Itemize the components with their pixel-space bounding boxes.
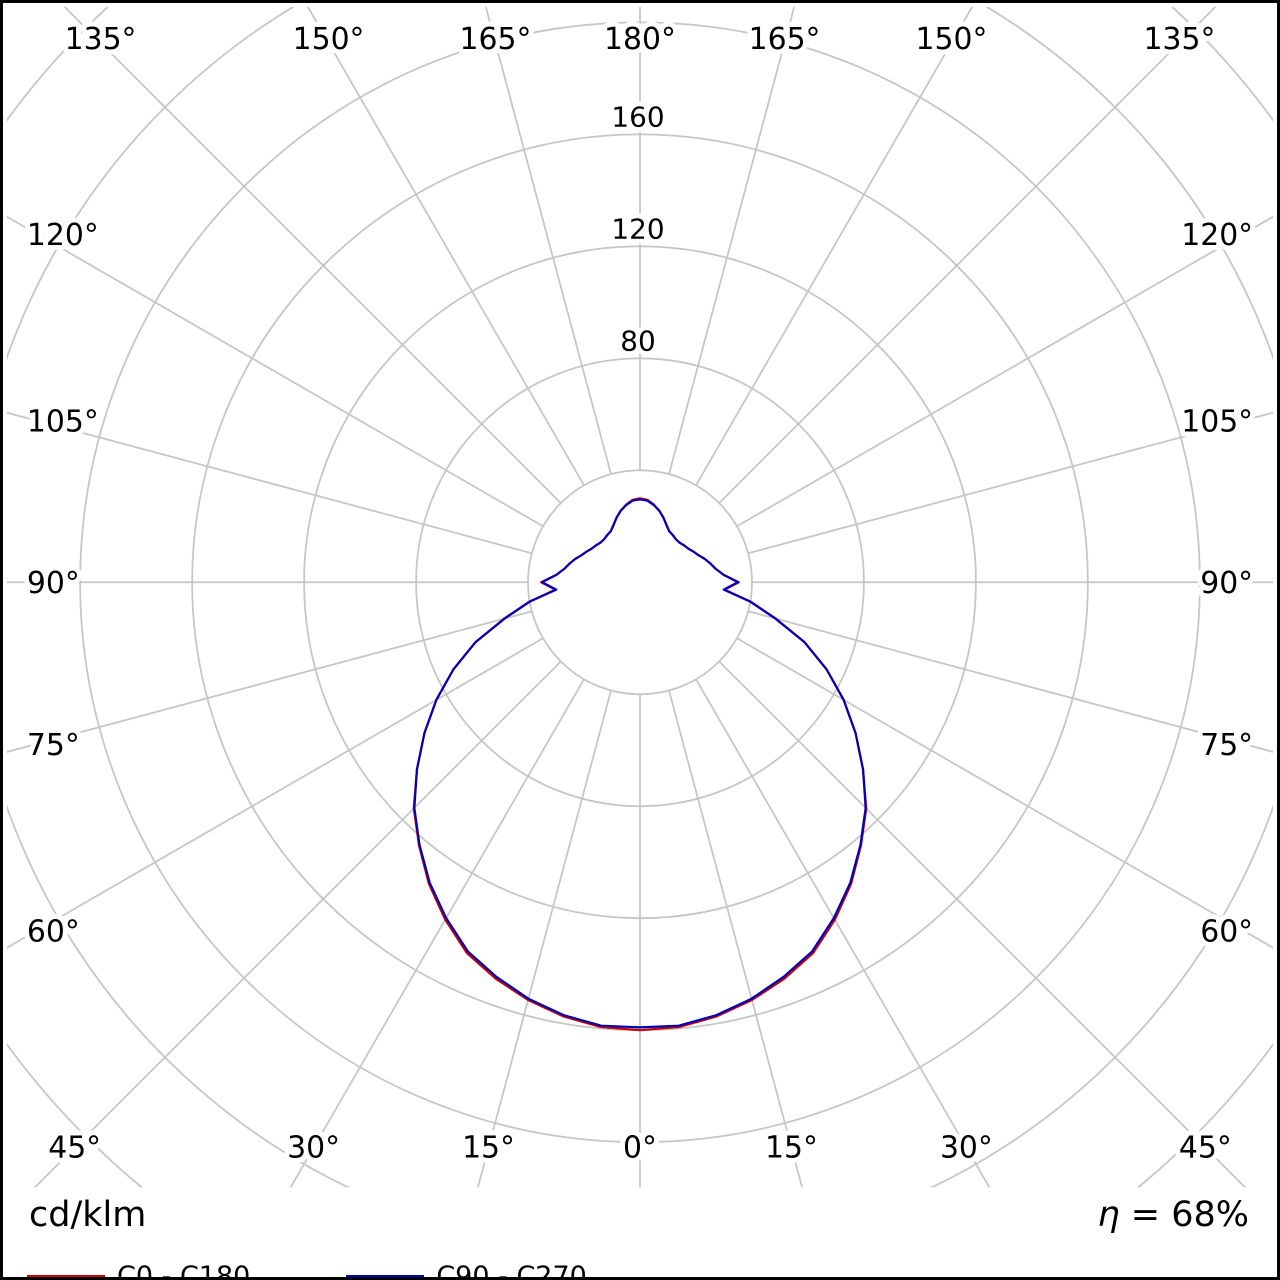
eta-value: = 68% [1119, 1195, 1249, 1235]
angle-label: 150° [293, 22, 365, 57]
grid-ray [6, 215, 544, 528]
grid-ray [306, 6, 585, 486]
grid-ray [63, 6, 562, 504]
grid-ray [695, 678, 991, 1188]
angle-label: 60° [1200, 914, 1253, 949]
grid-ray [718, 660, 1247, 1188]
angle-label: 45° [1179, 1131, 1232, 1166]
efficiency-label: η = 68% [1097, 1195, 1249, 1235]
legend: C0 - C180 C90 - C270 [27, 1261, 683, 1280]
legend-item-c0-c180: C0 - C180 [27, 1261, 251, 1280]
grid-ray [718, 6, 1217, 504]
grid-ray [747, 610, 1274, 753]
polar-grid [6, 6, 1274, 1188]
grid-ray [668, 6, 796, 475]
grid-ring [527, 469, 753, 696]
grid-ray [747, 411, 1274, 555]
legend-line-blue [346, 1275, 425, 1277]
legend-label-c90-c270: C90 - C270 [436, 1261, 587, 1280]
radial-tick-label: 80 [620, 324, 655, 357]
angle-label: 165° [749, 22, 821, 57]
grid-ray [6, 637, 544, 949]
angle-label: 90° [1200, 566, 1253, 601]
angle-label: 90° [27, 566, 80, 601]
radial-tick-label: 160 [611, 100, 664, 133]
angle-label: 0° [623, 1131, 657, 1166]
grid-ray [668, 690, 804, 1188]
legend-item-c90-c270: C90 - C270 [346, 1261, 587, 1280]
polar-chart-canvas: 80 120 160 0° 15° 15° 30° 30° 45° 45° 60° 60° 75° 75°… [6, 6, 1274, 1188]
legend-label-c0-c180: C0 - C180 [117, 1261, 251, 1280]
curve-C90-C270 [413, 498, 867, 1029]
angle-label: 135° [1144, 22, 1216, 57]
grid-ray [6, 411, 533, 555]
grid-ray [484, 6, 612, 475]
legend-line-red [27, 1275, 105, 1277]
units-label: cd/klm [29, 1195, 147, 1235]
angle-label: 75° [1200, 728, 1253, 763]
grid-ray [6, 610, 533, 753]
angle-label: 60° [27, 914, 80, 949]
angle-label: 105° [27, 405, 99, 440]
angle-label: 105° [1181, 405, 1253, 440]
angle-label: 15° [765, 1131, 818, 1166]
angle-label: 75° [27, 728, 80, 763]
curves [412, 497, 868, 1032]
grid-ray [476, 690, 612, 1188]
angle-label: 15° [462, 1131, 515, 1166]
grid-ray [695, 6, 974, 486]
grid-ray [33, 660, 562, 1188]
radial-tick-label: 120 [611, 212, 664, 245]
grid-ray [736, 215, 1274, 528]
angle-label: 150° [916, 22, 988, 57]
angle-label: 45° [48, 1131, 101, 1166]
angle-label: 135° [65, 22, 137, 57]
angle-label: 30° [287, 1131, 340, 1166]
eta-symbol: η [1097, 1195, 1120, 1235]
angle-label: 180° [604, 22, 676, 57]
angle-label: 120° [1181, 218, 1253, 253]
angle-label: 120° [27, 218, 99, 253]
grid-ray [736, 637, 1274, 949]
angle-label: 165° [460, 22, 532, 57]
grid-ray [289, 678, 585, 1188]
angle-label: 30° [940, 1131, 993, 1166]
